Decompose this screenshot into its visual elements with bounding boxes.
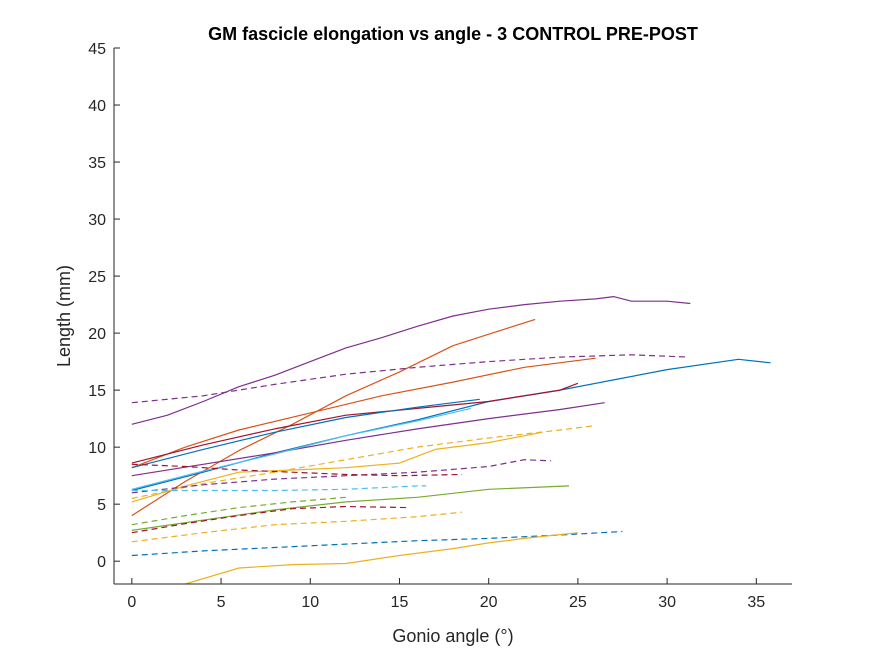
y-tick-label: 15 (88, 383, 106, 400)
y-tick-label: 25 (88, 269, 106, 286)
x-tick-label: 35 (747, 594, 765, 611)
y-axis-label: Length (mm) (54, 265, 74, 367)
x-tick-label: 15 (391, 594, 409, 611)
series-line-15 (131, 463, 462, 477)
x-tick-label: 25 (569, 594, 587, 611)
series-layer (131, 296, 771, 584)
y-tick-label: 40 (88, 98, 106, 115)
y-tick-label: 30 (88, 212, 106, 229)
x-tick-label: 30 (658, 594, 676, 611)
y-tick-label: 0 (97, 554, 106, 571)
series-line-10 (131, 424, 596, 500)
series-line-18 (131, 511, 462, 543)
series-line-11 (131, 431, 543, 503)
chart-title: GM fascicle elongation vs angle - 3 CONT… (208, 24, 698, 44)
series-line-1 (131, 296, 691, 425)
series-line-20 (185, 532, 578, 584)
x-tick-label: 0 (127, 594, 136, 611)
y-tick-label: 45 (88, 41, 106, 58)
x-tick-label: 5 (217, 594, 226, 611)
x-tick-label: 20 (480, 594, 498, 611)
y-tick-label: 20 (88, 326, 106, 343)
plot-area (113, 48, 792, 585)
y-tick-label: 5 (97, 497, 106, 514)
y-axis: 0 5 10 15 20 25 30 35 40 45 (88, 41, 120, 571)
axes-box (113, 48, 792, 585)
series-line-13 (131, 485, 570, 531)
series-line-3 (131, 354, 689, 404)
x-axis: 0 5 10 15 20 25 30 35 (127, 578, 765, 611)
series-line-7 (131, 402, 605, 477)
y-tick-label: 10 (88, 440, 106, 457)
y-tick-label: 35 (88, 155, 106, 172)
x-axis-label: Gonio angle (°) (392, 626, 513, 646)
series-line-9 (131, 398, 480, 469)
series-line-12 (131, 459, 552, 494)
x-tick-label: 10 (301, 594, 319, 611)
series-line-19 (131, 530, 623, 557)
series-line-5 (131, 357, 596, 469)
series-line-16 (131, 496, 346, 526)
series-line-17 (131, 505, 409, 534)
series-line-8 (131, 407, 471, 490)
